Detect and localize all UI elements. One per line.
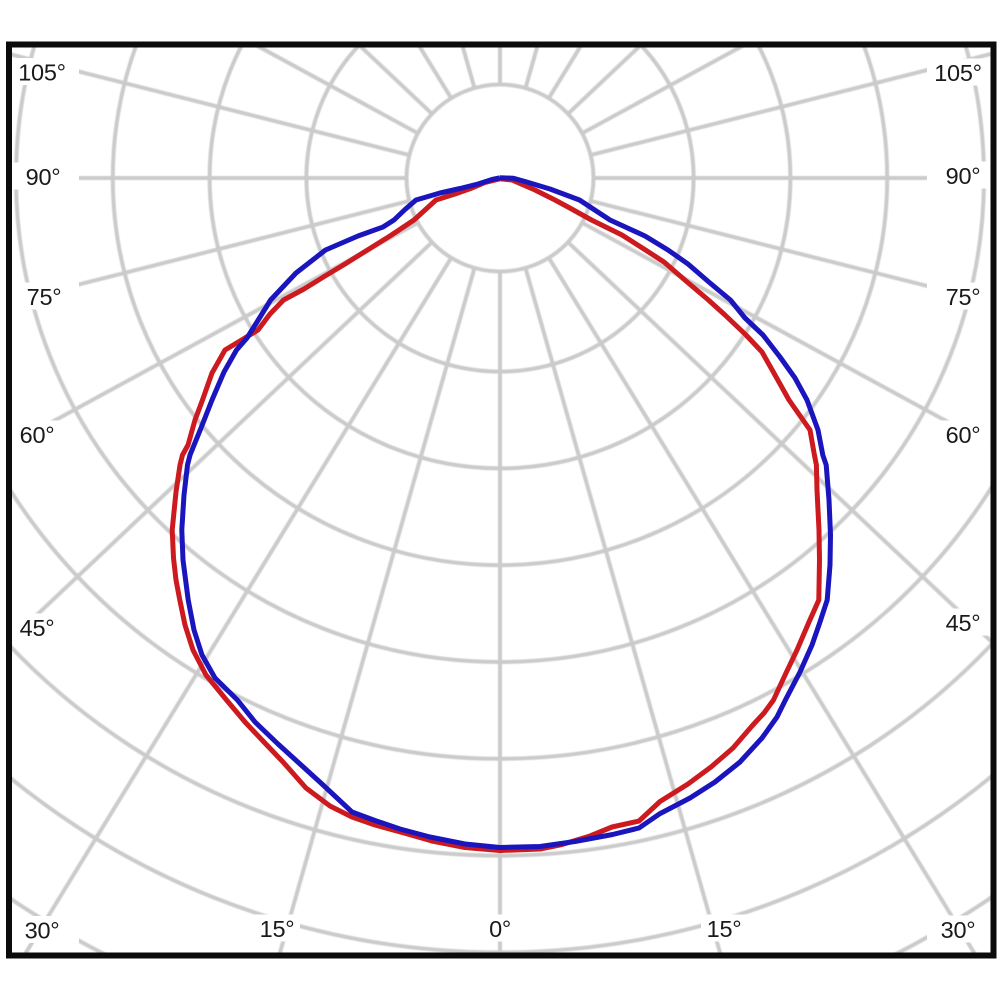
svg-text:15°: 15° — [260, 916, 295, 942]
svg-text:15°: 15° — [707, 916, 742, 942]
svg-text:90°: 90° — [946, 163, 981, 189]
svg-text:60°: 60° — [20, 422, 55, 448]
svg-text:45°: 45° — [946, 610, 981, 636]
svg-text:60°: 60° — [946, 422, 981, 448]
svg-text:0°: 0° — [489, 916, 511, 942]
svg-text:75°: 75° — [946, 284, 981, 310]
svg-text:75°: 75° — [27, 284, 62, 310]
svg-text:30°: 30° — [25, 918, 60, 944]
svg-text:45°: 45° — [20, 615, 55, 641]
svg-text:105°: 105° — [934, 60, 981, 86]
svg-text:30°: 30° — [941, 917, 976, 943]
svg-text:90°: 90° — [26, 164, 61, 190]
svg-text:105°: 105° — [18, 60, 65, 86]
